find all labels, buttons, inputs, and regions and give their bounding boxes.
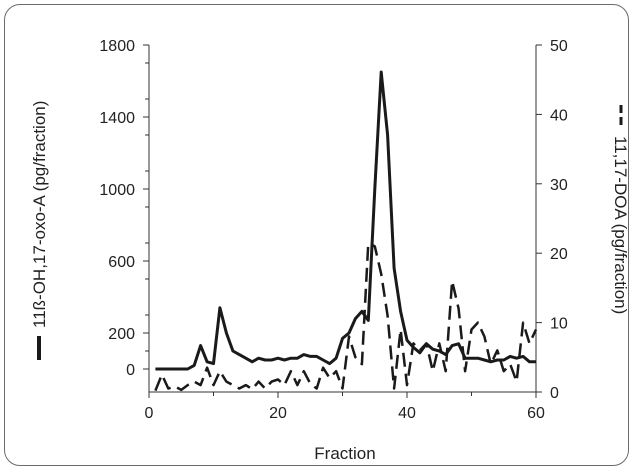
x-tick-label: 60	[527, 405, 545, 422]
left-y-axis: 0 200 600 1000 1400 1800	[99, 38, 150, 392]
x-axis-title: Fraction	[314, 444, 375, 463]
x-tick-label: 0	[145, 405, 154, 422]
left-y-axis-title: 11ß-OH,17-oxo-A (pg/fraction)	[30, 101, 49, 360]
right-y-axis: 0 10 20 30 40 50	[535, 38, 568, 402]
right-y-tick-label: 0	[550, 385, 559, 402]
series-line-11b-oh-17-oxo-a	[155, 70, 536, 371]
right-y-axis-title: 11,17-DOA (pg/fraction)	[611, 105, 630, 314]
series-line-11-17-doa	[154, 241, 538, 392]
x-axis: 0 20 40 60	[145, 391, 545, 422]
right-y-tick-label: 20	[550, 246, 568, 263]
right-y-axis-label: 11,17-DOA (pg/fraction)	[611, 136, 630, 314]
x-tick-label: 40	[398, 405, 416, 422]
right-y-tick-label: 10	[550, 316, 568, 333]
right-y-tick-label: 40	[550, 107, 568, 124]
left-y-tick-label: 1000	[99, 182, 135, 199]
right-y-tick-label: 30	[550, 177, 568, 194]
left-y-tick-label: 1400	[99, 110, 135, 127]
left-y-axis-label: 11ß-OH,17-oxo-A (pg/fraction)	[30, 101, 49, 328]
left-y-tick-label: 0	[126, 362, 135, 379]
left-y-tick-label: 600	[108, 254, 135, 271]
right-y-tick-label: 50	[550, 38, 568, 55]
x-tick-label: 20	[269, 405, 287, 422]
left-y-tick-label: 200	[108, 326, 135, 343]
left-y-tick-label: 1800	[99, 38, 135, 55]
